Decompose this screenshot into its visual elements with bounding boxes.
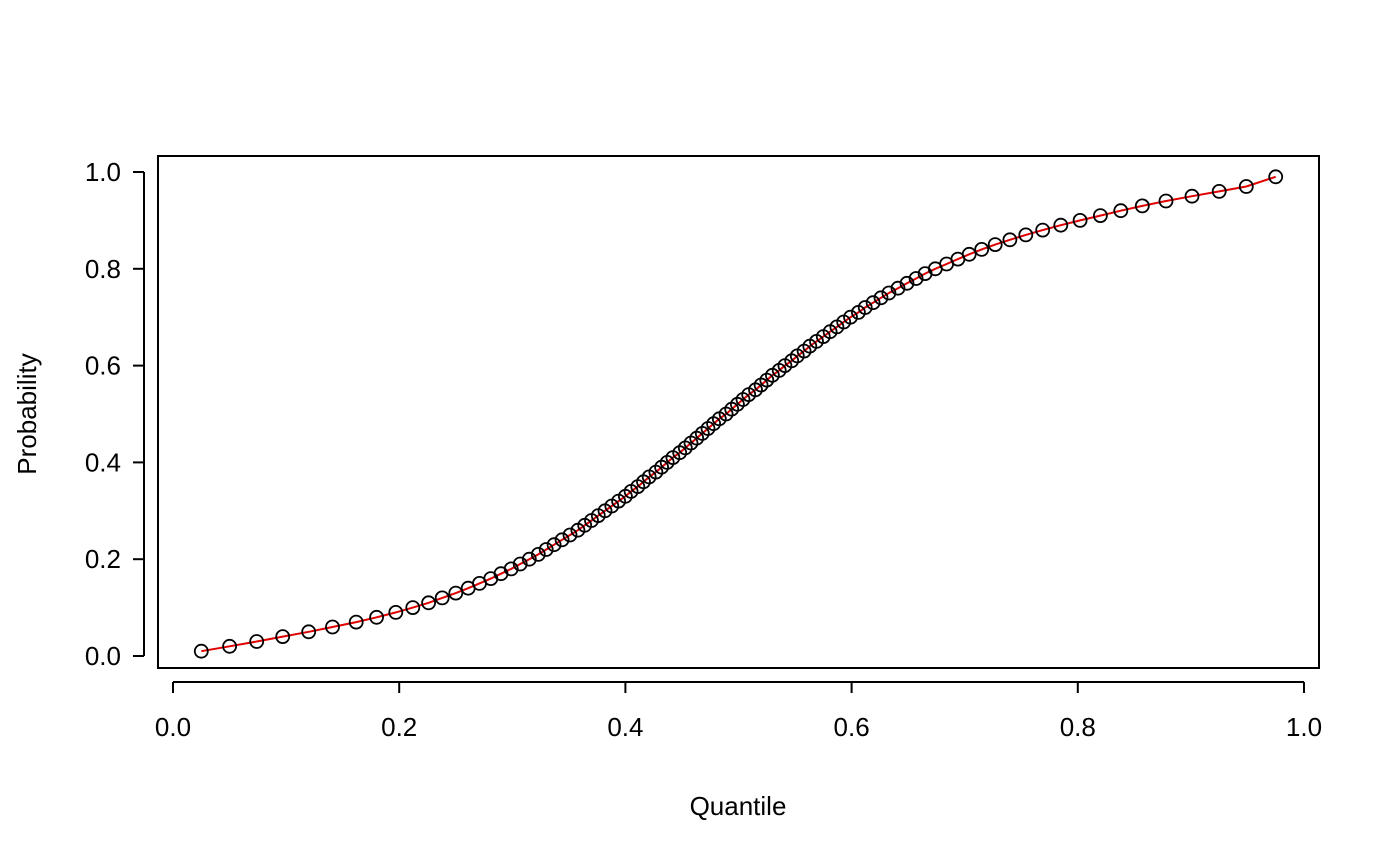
data-point (1158, 193, 1174, 209)
x-tick-label: 0.0 (155, 712, 191, 742)
data-point (405, 600, 421, 615)
data-point (1035, 222, 1051, 238)
data-point (325, 619, 340, 635)
data-point (899, 275, 915, 291)
y-axis-title: Probability (12, 353, 42, 474)
data-point (538, 542, 554, 557)
data-point (1093, 208, 1108, 224)
data-point (1002, 232, 1018, 248)
data-point (843, 309, 858, 325)
data-point (1113, 203, 1129, 219)
data-point (275, 629, 291, 644)
fit-line (201, 175, 1277, 653)
data-point (881, 285, 897, 301)
data-point (434, 590, 450, 606)
y-tick-label: 1.0 (85, 157, 121, 187)
x-tick-label: 0.8 (1060, 712, 1096, 742)
data-point (222, 638, 238, 654)
data-point (1238, 179, 1254, 194)
data-point (562, 527, 578, 543)
y-tick-label: 0.6 (85, 351, 121, 381)
data-point (521, 551, 537, 567)
x-tick-label: 0.6 (834, 712, 870, 742)
data-point (865, 295, 881, 311)
data-point (421, 595, 437, 611)
x-tick-label: 1.0 (1286, 712, 1322, 742)
y-tick-label: 0.8 (85, 254, 121, 284)
data-point (448, 585, 464, 601)
data-point (873, 290, 889, 306)
data-point (1184, 188, 1200, 204)
data-point (1134, 198, 1150, 214)
data-points (193, 169, 1284, 659)
data-point (908, 271, 924, 286)
y-tick-label: 0.2 (85, 544, 121, 574)
data-point (1268, 169, 1284, 185)
data-point (388, 605, 404, 620)
data-point (974, 241, 990, 257)
data-point (890, 280, 906, 296)
data-point (1072, 212, 1088, 228)
data-point (193, 643, 209, 659)
data-point (546, 537, 562, 553)
data-point (961, 246, 977, 262)
x-tick-label: 0.4 (607, 712, 643, 742)
data-point (301, 624, 317, 640)
data-point (369, 609, 385, 625)
data-point (857, 300, 873, 315)
data-point (1053, 217, 1069, 233)
data-point (249, 634, 265, 649)
data-point (1018, 227, 1034, 243)
data-point (503, 561, 519, 577)
data-point (554, 532, 570, 548)
y-tick-label: 0.4 (85, 447, 121, 477)
data-point (348, 614, 364, 630)
data-point (987, 237, 1003, 253)
data-point (1211, 183, 1227, 199)
x-axis-title: Quantile (690, 791, 787, 821)
data-point (512, 556, 528, 572)
y-ticks: 0.0 0.2 0.4 0.6 0.8 1.0 (85, 157, 144, 671)
data-point (530, 547, 546, 562)
x-tick-label: 0.2 (381, 712, 417, 742)
y-tick-label: 0.0 (85, 641, 121, 671)
plot-frame (157, 155, 1320, 669)
x-ticks: 0.0 0.2 0.4 0.6 0.8 1.0 (155, 682, 1322, 742)
